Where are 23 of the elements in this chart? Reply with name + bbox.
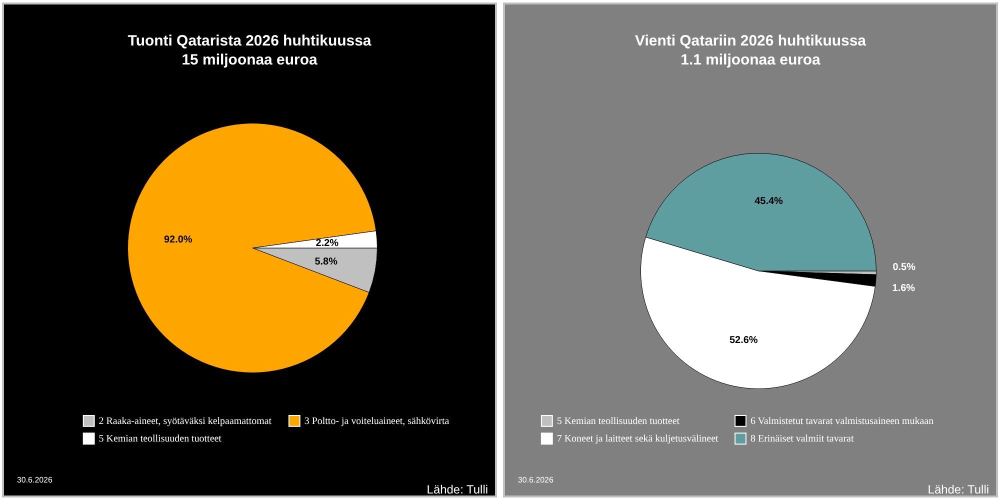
chart-title: Tuonti Qatarista 2026 huhtikuussa xyxy=(128,32,372,50)
chart-subtitle: 15 miljoonaa euroa xyxy=(182,51,318,68)
text: Lähde: Tulli xyxy=(928,482,990,497)
legend-label: 5 Kemian teollisuuden tuotteet xyxy=(98,434,222,445)
chart-subtitle: 1.1 miljoonaa euroa xyxy=(680,51,822,68)
legend-label: 5 Kemian teollisuuden tuotteet xyxy=(556,416,680,427)
legend-label: 8 Erinäiset valmiit tavarat xyxy=(750,434,854,445)
text: 30.6.2026 xyxy=(518,476,554,485)
data-label: 2.2% xyxy=(316,238,339,249)
legend-label: 3 Poltto- ja voiteluaineet, sähkövirta xyxy=(304,416,450,427)
data-label: 45.4% xyxy=(754,196,784,208)
legend-label: 7 Koneet ja laitteet sekä kuljetusvälineet xyxy=(556,434,718,445)
legend-label: 2 Raaka-aineet, syötäväksi kelpaamattomat xyxy=(98,416,272,427)
chart-title: Vienti Qatariin 2026 huhtikuussa xyxy=(635,32,867,50)
data-label: 1.6% xyxy=(892,282,916,294)
data-label: 5.8% xyxy=(314,256,338,268)
data-label: 52.6% xyxy=(729,335,758,346)
text: 30.6.2026 xyxy=(16,476,53,485)
legend-label: 6 Valmistetut tavarat valmistusaineen mukaan xyxy=(750,416,934,427)
pie-slice xyxy=(128,123,376,373)
text: Lähde: Tulli xyxy=(426,482,488,497)
data-label: 0.5% xyxy=(892,262,916,274)
data-label: 92.0% xyxy=(164,234,192,246)
